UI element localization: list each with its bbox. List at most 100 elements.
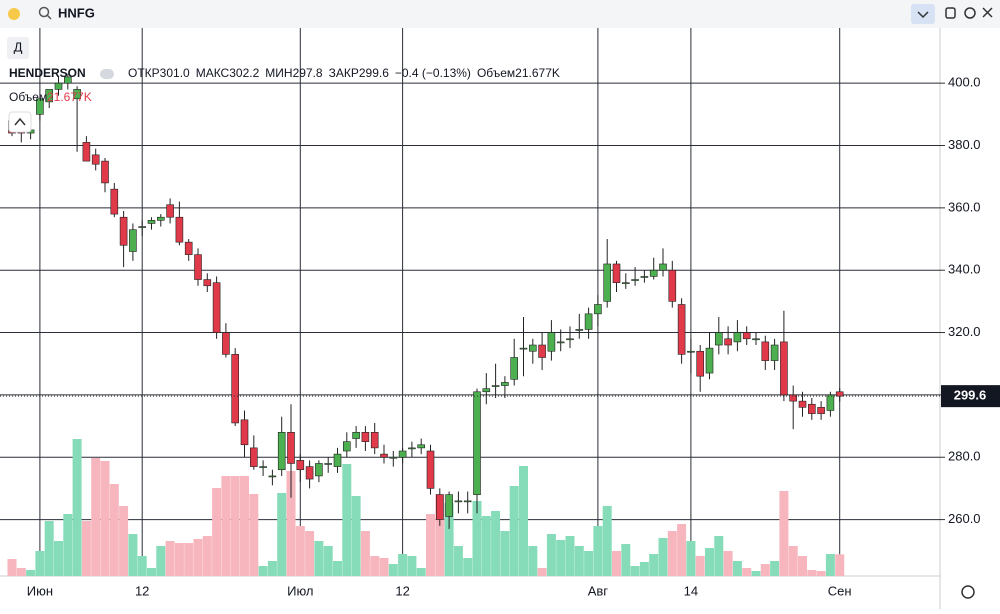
volume-bar (360, 531, 370, 576)
candle-body (119, 216, 128, 246)
volume-bar (444, 503, 454, 576)
candle-body (147, 220, 156, 224)
candle-body (659, 263, 667, 271)
legend-value: 301.0 (160, 66, 190, 80)
candle-body (817, 407, 825, 414)
candle-body (212, 282, 221, 333)
candle-body (36, 98, 44, 115)
candle-body (417, 444, 426, 449)
app-icon (8, 8, 20, 20)
candle-body (547, 332, 556, 352)
volume-bar (426, 514, 435, 576)
volume-bar (193, 539, 203, 576)
legend-value: 21.677K (515, 66, 560, 80)
volume-bar (258, 566, 268, 576)
volume-bar (612, 551, 621, 576)
volume-bar (751, 571, 761, 576)
volume-bar (119, 506, 129, 576)
volume-bar (156, 546, 166, 576)
candle-body (352, 431, 360, 439)
volume-bar (528, 546, 538, 576)
candle-body (445, 494, 453, 517)
collapse-button[interactable] (8, 111, 32, 133)
volume-bar (416, 568, 426, 576)
volume-bar (212, 488, 222, 576)
candle-body (454, 500, 463, 503)
candle-body (54, 82, 63, 90)
legend-label: МАКС (196, 66, 230, 80)
volume-bar (453, 546, 463, 576)
volume-bar (100, 461, 110, 576)
candle-body (129, 229, 137, 252)
candle-body (612, 263, 621, 283)
volume-bar (342, 464, 352, 576)
x-tick-label: Сен (828, 583, 852, 598)
interval-button[interactable] (7, 37, 29, 59)
volume-bar (165, 541, 175, 576)
volume-bar (147, 568, 156, 576)
volume-bar (639, 562, 649, 576)
volume-bar (109, 484, 119, 576)
volume-bar (240, 476, 249, 576)
candle-body (82, 142, 91, 162)
window-button[interactable] (945, 7, 956, 19)
candle-body (538, 344, 546, 358)
candle-body (835, 391, 844, 397)
volume-bar (491, 511, 501, 576)
volume-bar (91, 458, 101, 576)
volume-bar (305, 531, 315, 576)
volume-bar (798, 556, 807, 576)
x-tick-label: Авг (588, 583, 609, 598)
volume-bar (333, 561, 342, 576)
candle-body (398, 450, 407, 458)
candle-body (519, 347, 528, 350)
candle-body (752, 338, 760, 341)
x-tick-label: 14 (684, 583, 698, 598)
volume-bar (44, 521, 54, 576)
candle-body (157, 216, 165, 221)
candle-body (333, 453, 342, 467)
volume-bar (584, 551, 594, 576)
candle-body (473, 391, 481, 495)
legend-items: ОТКР 301.0 МАКС 302.2 МИН 297.8 ЗАКР 299.6 −0.4 … (128, 66, 560, 80)
volume-bar (742, 568, 752, 576)
volume-bar (723, 551, 733, 576)
volume-bar (788, 546, 798, 576)
settings-button[interactable] (964, 7, 976, 19)
y-tick-label: 320.0 (948, 324, 981, 339)
search-icon[interactable] (38, 6, 50, 18)
volume-bar (435, 494, 445, 576)
candle-body (101, 160, 109, 184)
candle-body (64, 76, 72, 84)
symbol-search[interactable]: HNFG (58, 5, 95, 20)
collapse-icon (14, 117, 26, 126)
candle-body (566, 338, 574, 341)
volume-bar (128, 534, 138, 576)
settings-icon[interactable] (961, 585, 975, 599)
volume-bar (267, 561, 277, 576)
candle-body (761, 341, 770, 361)
candle-body (463, 500, 472, 503)
legend-label: Объем (477, 66, 515, 80)
x-tick-label: Июл (287, 583, 313, 598)
close-button[interactable] (982, 7, 993, 18)
legend-value: −0.4 (−0.13%) (395, 66, 471, 80)
candle-body (287, 431, 295, 464)
candle-body (110, 188, 119, 215)
volume-bar (667, 531, 677, 576)
volume-bar (481, 516, 491, 576)
dropdown-button[interactable] (911, 4, 935, 24)
volume-bar (602, 506, 612, 576)
volume-bar (398, 554, 408, 576)
candle-body (194, 254, 202, 280)
volume-bar (54, 541, 63, 576)
toggle[interactable] (100, 69, 114, 79)
candle-body (277, 431, 286, 471)
candle-body (510, 357, 519, 380)
volume-bar (388, 564, 398, 576)
price-label-box (941, 385, 1000, 408)
y-tick-label: 340.0 (948, 262, 981, 277)
volume-bar (593, 526, 603, 576)
candle-body (780, 341, 788, 396)
volume-bar (677, 524, 687, 576)
